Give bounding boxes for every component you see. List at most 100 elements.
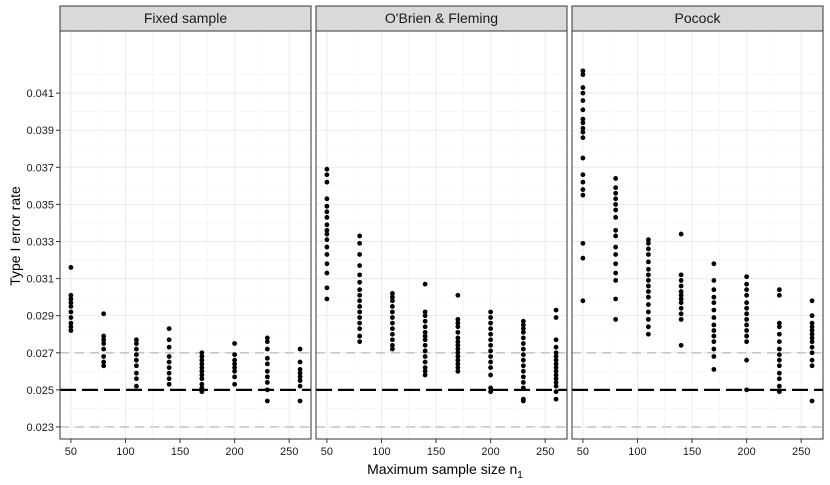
data-point bbox=[488, 320, 494, 326]
x-axis-label-main: Maximum sample size n bbox=[367, 461, 517, 477]
data-point bbox=[455, 365, 461, 370]
data-point bbox=[553, 365, 559, 370]
data-point bbox=[553, 383, 559, 389]
data-point bbox=[809, 313, 815, 319]
data-point bbox=[422, 365, 428, 370]
data-point bbox=[520, 329, 526, 335]
data-point bbox=[166, 337, 172, 343]
data-point bbox=[744, 339, 750, 345]
data-point bbox=[580, 192, 586, 198]
data-point bbox=[488, 342, 494, 348]
data-point bbox=[520, 335, 526, 341]
data-point bbox=[101, 337, 107, 343]
data-point bbox=[776, 376, 782, 382]
data-point bbox=[232, 381, 238, 387]
x-tick-label: 200 bbox=[481, 446, 499, 458]
x-tick-label: 50 bbox=[321, 446, 333, 458]
data-point bbox=[809, 339, 815, 345]
data-point bbox=[488, 389, 494, 395]
data-point bbox=[455, 357, 461, 363]
panel-border bbox=[59, 30, 312, 440]
data-point bbox=[264, 355, 270, 361]
data-point bbox=[553, 376, 559, 382]
data-point bbox=[199, 357, 205, 363]
panel-border bbox=[571, 30, 824, 440]
data-point bbox=[232, 361, 238, 367]
data-point bbox=[264, 374, 270, 380]
data-point bbox=[776, 287, 782, 293]
y-axis-label: Type I error rate bbox=[7, 186, 23, 286]
facet-strip bbox=[315, 5, 568, 32]
data-point bbox=[580, 298, 586, 304]
data-point bbox=[199, 389, 205, 395]
data-point bbox=[580, 135, 586, 141]
data-point bbox=[645, 289, 651, 294]
data-point bbox=[199, 381, 205, 387]
data-point bbox=[357, 240, 363, 246]
data-point bbox=[520, 398, 526, 404]
data-point bbox=[455, 316, 461, 322]
data-point bbox=[613, 207, 619, 213]
data-point bbox=[133, 346, 139, 352]
data-point bbox=[357, 263, 363, 268]
data-point bbox=[455, 361, 461, 367]
data-point bbox=[166, 359, 172, 365]
data-point bbox=[580, 129, 586, 135]
data-point bbox=[711, 322, 717, 328]
data-point bbox=[297, 374, 303, 380]
data-point bbox=[809, 350, 815, 356]
data-point bbox=[744, 300, 750, 306]
data-point bbox=[613, 270, 619, 276]
data-point bbox=[101, 341, 107, 346]
y-tick-label: 0.023 bbox=[26, 422, 54, 434]
data-point bbox=[166, 376, 172, 382]
data-point bbox=[324, 179, 330, 185]
y-tick-label: 0.033 bbox=[26, 236, 54, 248]
data-point bbox=[488, 337, 494, 343]
data-point bbox=[455, 324, 461, 330]
data-point bbox=[645, 316, 651, 322]
data-point bbox=[488, 315, 494, 320]
data-point bbox=[101, 359, 107, 365]
data-point bbox=[133, 376, 139, 382]
panel-background bbox=[60, 31, 311, 439]
data-point bbox=[133, 357, 139, 363]
data-point bbox=[744, 292, 750, 298]
data-point bbox=[422, 342, 428, 348]
data-point bbox=[520, 357, 526, 363]
x-tick-label: 200 bbox=[225, 446, 243, 458]
data-point bbox=[711, 300, 717, 306]
panel-border bbox=[315, 30, 568, 440]
data-point bbox=[101, 346, 107, 352]
data-point bbox=[488, 385, 494, 391]
data-point bbox=[645, 237, 651, 243]
data-point bbox=[744, 328, 750, 333]
data-point bbox=[297, 367, 303, 372]
data-point bbox=[199, 361, 205, 367]
data-point bbox=[645, 252, 651, 257]
panel-2: O'Brien & Fleming 50 100 150 200 250 bbox=[315, 5, 568, 458]
data-point bbox=[613, 176, 619, 181]
data-point bbox=[553, 350, 559, 356]
data-point bbox=[776, 357, 782, 363]
data-point bbox=[422, 368, 428, 374]
data-point bbox=[324, 172, 330, 178]
data-point bbox=[809, 335, 815, 341]
y-tick-label: 0.031 bbox=[26, 274, 54, 286]
data-point bbox=[264, 368, 270, 374]
data-point bbox=[553, 368, 559, 374]
x-tick-label: 200 bbox=[737, 446, 755, 458]
data-point bbox=[297, 370, 303, 376]
panel-background bbox=[316, 31, 567, 439]
data-point bbox=[553, 337, 559, 343]
data-point bbox=[455, 342, 461, 348]
y-tick-label: 0.035 bbox=[26, 199, 54, 211]
x-tick-label: 50 bbox=[65, 446, 77, 458]
data-point bbox=[678, 300, 684, 306]
data-point bbox=[744, 357, 750, 363]
data-point bbox=[678, 305, 684, 311]
x-tick-label: 100 bbox=[116, 446, 134, 458]
data-point bbox=[744, 305, 750, 311]
data-point bbox=[455, 320, 461, 326]
